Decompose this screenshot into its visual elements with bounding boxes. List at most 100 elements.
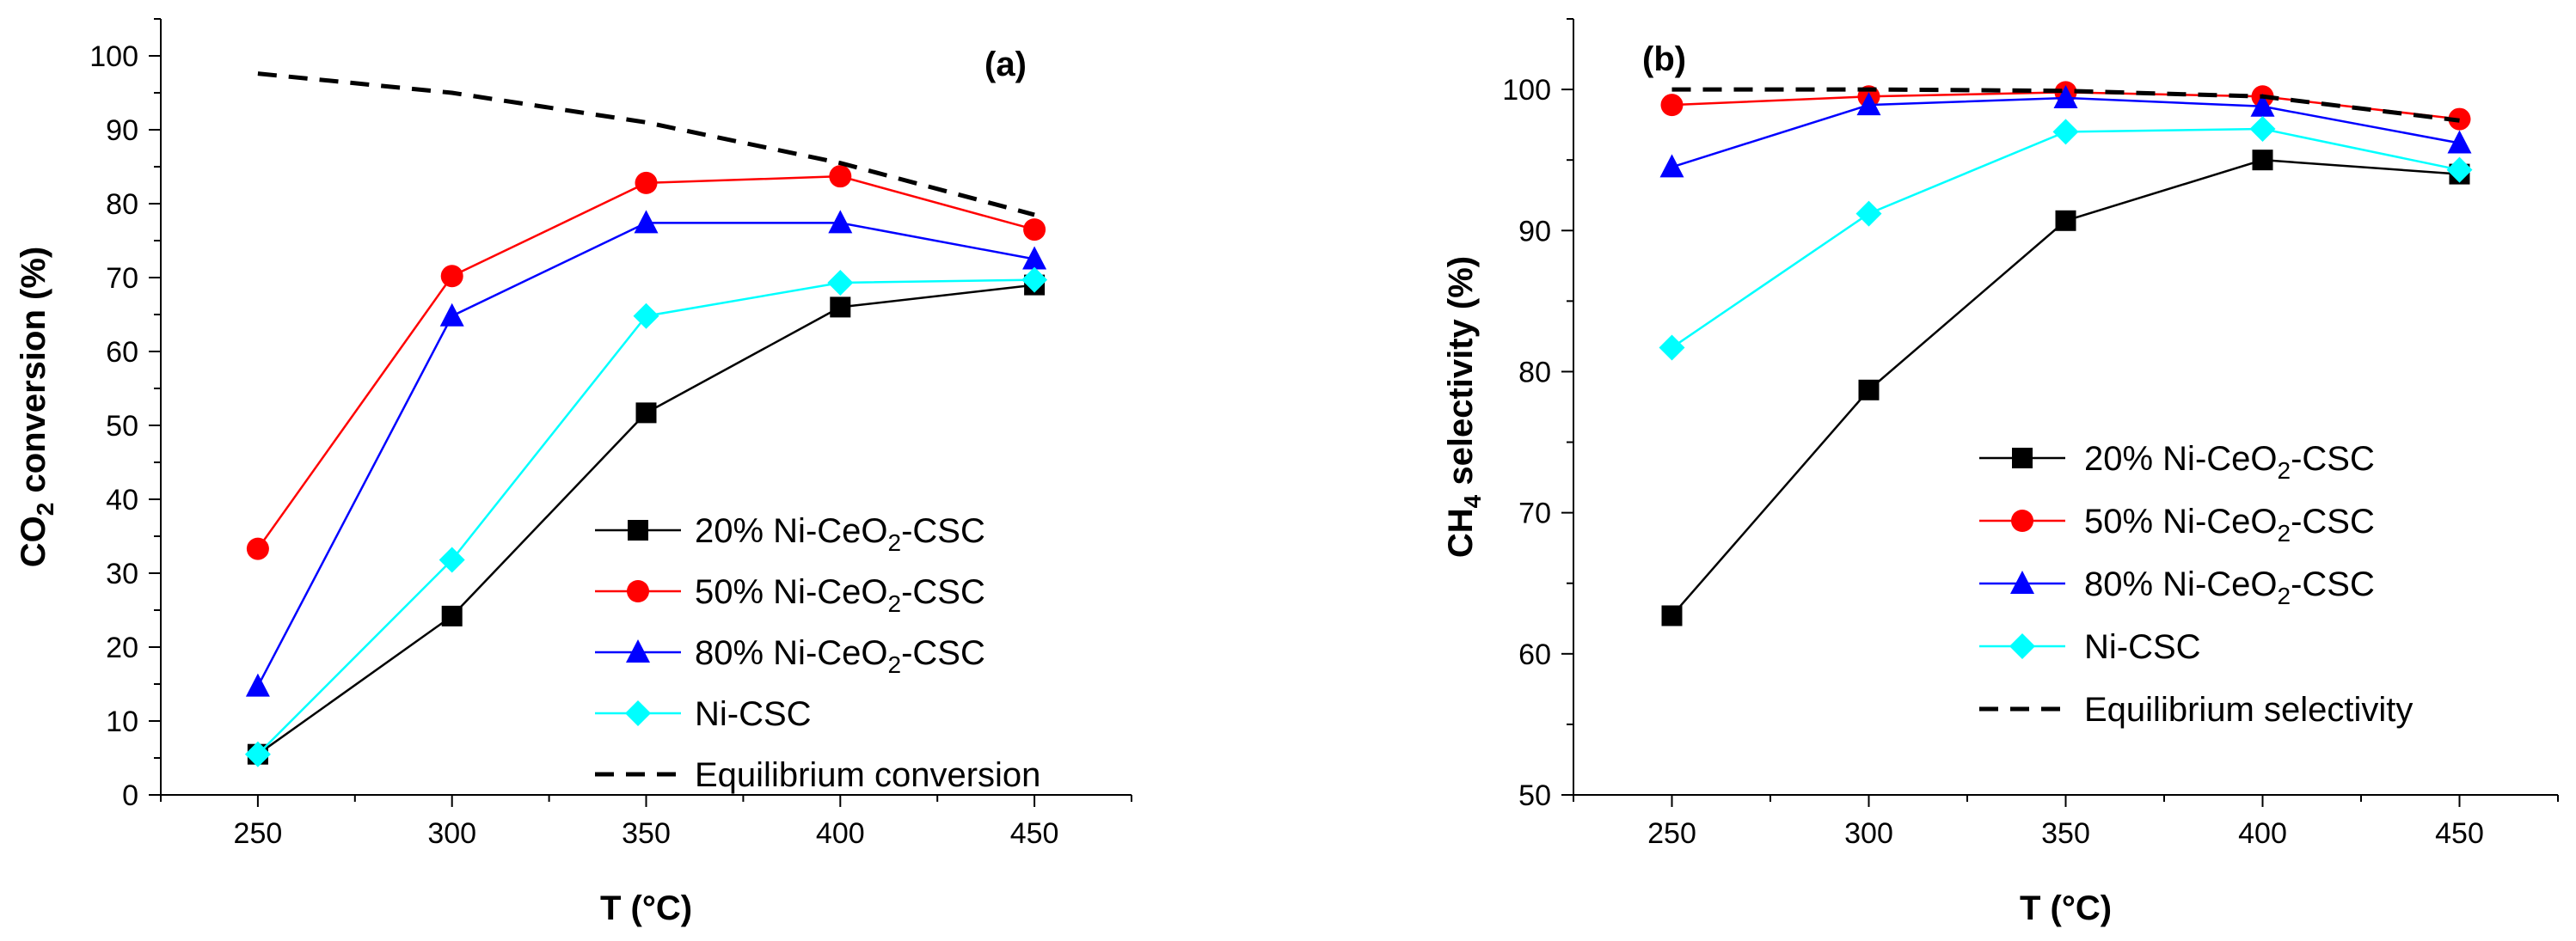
legend-label-text: Equilibrium conversion xyxy=(695,756,1040,794)
legend-label-text: 80% Ni-CeO xyxy=(695,634,888,672)
data-point xyxy=(827,270,854,296)
legend-marker xyxy=(627,580,649,602)
legend-label: 80% Ni-CeO2-CSC xyxy=(695,634,985,678)
legend-label: Ni-CSC xyxy=(2084,628,2201,666)
data-point xyxy=(439,302,464,327)
y-tick-label: 30 xyxy=(106,558,138,590)
y-axis-title-rest: conversion (%) xyxy=(15,247,52,503)
y-tick-label: 50 xyxy=(106,410,138,443)
y-tick-label: 80 xyxy=(1518,356,1551,388)
y-tick-label: 90 xyxy=(106,114,138,147)
legend-label-text-end: -CSC xyxy=(2291,565,2375,603)
series-equilibrium-selectivity xyxy=(1671,87,2460,123)
data-point xyxy=(1856,92,1881,116)
data-point xyxy=(1858,379,1880,400)
legend-label: 80% Ni-CeO2-CSC xyxy=(2084,565,2375,609)
data-point xyxy=(439,547,465,573)
data-point xyxy=(1855,200,1882,227)
data-point xyxy=(2052,119,2079,145)
legend-label: Ni-CSC xyxy=(695,695,812,733)
legend-label: Equilibrium selectivity xyxy=(2084,691,2413,729)
series-50-ni-ceo2-csc xyxy=(246,165,1046,560)
y-tick-label: 100 xyxy=(1502,74,1551,107)
legend-label-text: 50% Ni-CeO xyxy=(695,573,888,611)
legend-marker xyxy=(625,700,651,726)
data-point xyxy=(635,402,657,424)
legend-marker xyxy=(2010,571,2034,594)
equilibrium-line xyxy=(1671,87,2460,123)
series-80-ni-ceo2-csc xyxy=(1659,84,2472,178)
y-tick-label: 60 xyxy=(106,336,138,369)
x-tick-label: 250 xyxy=(1647,817,1696,850)
data-point xyxy=(1023,218,1046,241)
x-tick-label: 300 xyxy=(1844,817,1893,850)
y-tick-label: 70 xyxy=(1518,498,1551,530)
legend-label: 50% Ni-CeO2-CSC xyxy=(695,573,985,617)
x-axis-title: T (°C) xyxy=(2020,889,2112,927)
legend-label: Equilibrium conversion xyxy=(695,756,1040,794)
legend-marker xyxy=(626,639,650,663)
legend-label-subscript: 2 xyxy=(2278,520,2291,547)
legend-marker xyxy=(2009,633,2035,659)
y-tick-label: 0 xyxy=(122,779,138,812)
series-80-ni-ceo2-csc xyxy=(245,210,1047,697)
series-equilibrium-conversion xyxy=(257,71,1035,217)
equilibrium-line xyxy=(257,71,1035,217)
data-point xyxy=(440,265,463,288)
x-tick-label: 400 xyxy=(816,817,865,850)
y-tick-label: 50 xyxy=(1518,779,1551,812)
data-point xyxy=(2250,93,2275,117)
x-tick-label: 450 xyxy=(2435,817,2484,850)
y-tick-label: 80 xyxy=(106,188,138,221)
y-tick-label: 90 xyxy=(1518,215,1551,247)
data-point xyxy=(2447,130,2472,154)
data-point xyxy=(1660,94,1684,117)
data-point xyxy=(1021,266,1048,293)
legend-label-subscript: 2 xyxy=(2278,583,2291,609)
legend-marker xyxy=(2011,510,2033,532)
data-point xyxy=(633,302,659,329)
legend-label-subscript: 2 xyxy=(888,651,902,678)
y-axis-title-main: CH xyxy=(1442,508,1480,558)
data-point xyxy=(1022,246,1047,270)
y-tick-label: 70 xyxy=(106,262,138,295)
legend-label-text: 50% Ni-CeO xyxy=(2084,503,2278,541)
legend-label-text: Ni-CSC xyxy=(2084,628,2201,666)
series-line xyxy=(256,222,1035,687)
data-point xyxy=(2053,84,2078,108)
data-point xyxy=(829,165,852,188)
panel-label: (b) xyxy=(1642,40,1686,78)
y-axis-title-main: CO xyxy=(15,516,52,567)
series-line xyxy=(1671,127,2460,349)
data-point xyxy=(2252,150,2273,171)
legend-marker xyxy=(2012,448,2033,468)
legend-label-subscript: 2 xyxy=(2278,457,2291,484)
data-point xyxy=(1659,154,1684,178)
data-point xyxy=(830,296,851,318)
legend-label-text: 80% Ni-CeO xyxy=(2084,565,2278,603)
legend-label-text: 20% Ni-CeO xyxy=(695,512,888,550)
legend-label: 20% Ni-CeO2-CSC xyxy=(695,512,985,556)
series-ni-csc xyxy=(1659,116,2473,361)
data-point xyxy=(634,210,659,234)
x-tick-label: 350 xyxy=(2041,817,2090,850)
data-point xyxy=(1661,605,1683,626)
legend-label: 20% Ni-CeO2-CSC xyxy=(2084,440,2375,484)
series-20-ni-ceo2-csc xyxy=(1661,150,2470,626)
legend-label: 50% Ni-CeO2-CSC xyxy=(2084,503,2375,547)
x-tick-label: 400 xyxy=(2238,817,2287,850)
legend-label-text-end: -CSC xyxy=(901,512,985,550)
chart-b: 250 300 350 400 450 50 60 70 80 90 100 T (°C) CH4 se… xyxy=(1442,18,2559,927)
data-point xyxy=(245,673,270,697)
x-tick-label: 450 xyxy=(1010,817,1059,850)
legend-label-text: Equilibrium selectivity xyxy=(2084,691,2413,729)
y-axis-title-subscript: 2 xyxy=(32,503,58,516)
legend-label-text-end: -CSC xyxy=(2291,440,2375,478)
y-tick-label: 40 xyxy=(106,484,138,516)
legend-label-text-end: -CSC xyxy=(901,634,985,672)
data-point xyxy=(441,605,463,626)
legend-marker xyxy=(628,520,648,541)
